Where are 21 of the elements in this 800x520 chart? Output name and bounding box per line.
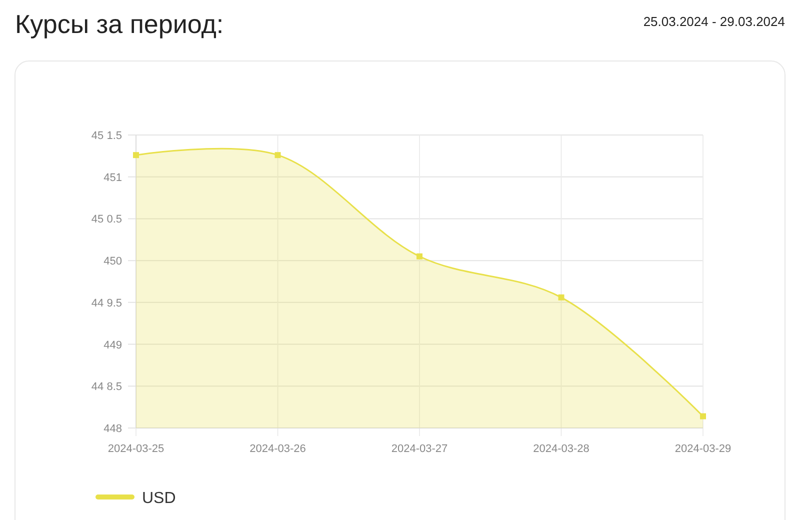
y-tick-label: 44 8.5 <box>91 381 122 394</box>
point <box>700 413 706 420</box>
y-tick-label: 45 0.5 <box>91 214 122 226</box>
point <box>558 294 564 300</box>
y-tick-label: 44 9.5 <box>91 297 122 310</box>
y-tick-label: 449 <box>104 339 122 352</box>
x-tick-label: 2024-03-28 <box>533 443 590 455</box>
legend-label: USD <box>142 490 176 507</box>
y-tick-label: 450 <box>104 256 122 268</box>
y-tick-label: 45 1.5 <box>91 130 122 142</box>
y-tick-label: 451 <box>104 172 122 184</box>
chart-title: Курсы за период: <box>15 9 224 39</box>
point <box>416 253 422 260</box>
y-tick-label: 448 <box>104 423 122 435</box>
x-tick-label: 2024-03-27 <box>391 443 448 455</box>
chart-subtitle: 25.03.2024 - 29.03.2024 <box>643 14 785 29</box>
x-tick-label: 2024-03-29 <box>674 443 732 455</box>
x-tick-label: 2024-03-25 <box>108 443 164 455</box>
point <box>133 152 139 158</box>
x-tick-label: 2024-03-26 <box>250 443 306 455</box>
point <box>274 152 281 158</box>
